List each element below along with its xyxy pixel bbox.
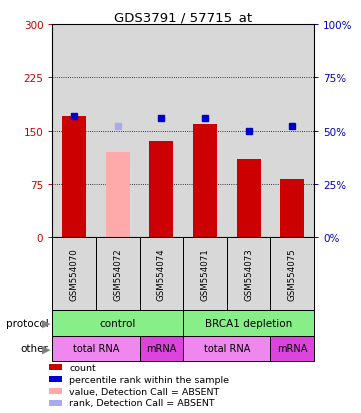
Title: GDS3791 / 57715_at: GDS3791 / 57715_at [114,11,252,24]
Bar [193,124,217,238]
Bar [52,310,183,336]
Text: GSM554071: GSM554071 [200,248,209,300]
Bar [183,238,227,310]
Bar [140,238,183,310]
Bar [48,376,62,382]
Bar [237,160,261,238]
Text: control: control [100,318,136,328]
Bar [140,25,183,238]
Text: rank, Detection Call = ABSENT: rank, Detection Call = ABSENT [69,399,215,407]
Bar [48,388,62,394]
Text: other: other [21,344,49,354]
Bar [227,25,270,238]
Text: value, Detection Call = ABSENT: value, Detection Call = ABSENT [69,387,219,396]
Text: percentile rank within the sample: percentile rank within the sample [69,375,229,384]
Text: total RNA: total RNA [204,344,250,354]
Bar [96,25,140,238]
Bar [183,310,314,336]
Text: GSM554073: GSM554073 [244,248,253,300]
Bar [62,117,86,238]
Text: GSM554074: GSM554074 [157,248,166,300]
Bar [183,336,270,361]
Bar [52,238,96,310]
Text: BRCA1 depletion: BRCA1 depletion [205,318,292,328]
Bar [48,364,62,370]
Bar [280,180,304,238]
Text: ▶: ▶ [42,344,51,354]
Bar [52,336,140,361]
Text: ▶: ▶ [42,318,51,328]
Bar [140,336,183,361]
Bar [48,400,62,406]
Text: mRNA: mRNA [146,344,177,354]
Bar [52,25,96,238]
Text: GSM554070: GSM554070 [70,248,79,300]
Bar [270,238,314,310]
Text: mRNA: mRNA [277,344,308,354]
Bar [149,142,173,238]
Text: GSM554075: GSM554075 [288,248,297,300]
Bar [227,238,270,310]
Bar [270,25,314,238]
Bar [270,336,314,361]
Bar [183,25,227,238]
Bar [106,153,130,238]
Text: GSM554072: GSM554072 [113,248,122,300]
Text: total RNA: total RNA [73,344,119,354]
Text: count: count [69,363,96,372]
Bar [96,238,140,310]
Text: protocol: protocol [6,318,49,328]
